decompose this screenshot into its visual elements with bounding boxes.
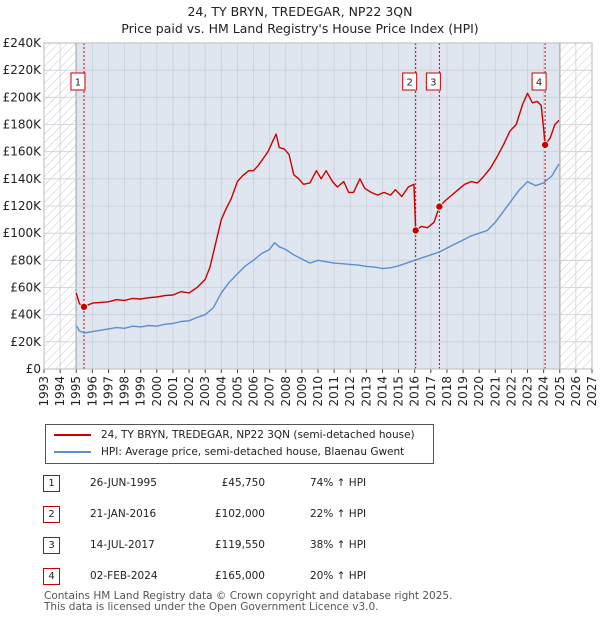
sale-price: £119,550 (214, 539, 265, 551)
sale-label-box (402, 72, 418, 91)
footer-copyright: Contains HM Land Registry data © Crown c… (44, 590, 453, 602)
footer-licence: This data is licensed under the Open Gov… (44, 601, 379, 613)
sale-label-number: 1 (75, 78, 81, 89)
x-tick-label: 2004 (214, 376, 228, 407)
sale-date: 14-JUL-2017 (90, 539, 155, 551)
x-tick-label: 2020 (472, 376, 486, 407)
sale-hpi-change: 74% ↑ HPI (310, 477, 367, 489)
sale-label-number: 4 (536, 78, 542, 89)
y-tick-label: £140K (3, 172, 43, 186)
x-tick-label: 2010 (311, 376, 325, 407)
legend-item-property: 24, TY BRYN, TREDEGAR, NP22 3QN (semi-de… (54, 427, 415, 443)
x-tick-label: 2007 (263, 376, 277, 407)
legend-label-property: 24, TY BRYN, TREDEGAR, NP22 3QN (semi-de… (101, 429, 415, 441)
x-tick-label: 1998 (118, 376, 132, 407)
hpi-series-line (75, 163, 560, 334)
sale-hpi-change: 20% ↑ HPI (310, 570, 367, 582)
x-tick-label: 2003 (198, 376, 212, 407)
y-tick-label: £80K (10, 253, 42, 267)
sale-number-badge: 4 (43, 568, 60, 585)
x-tick-label: 2017 (424, 376, 438, 407)
x-tick-label: 2019 (456, 376, 470, 407)
legend-item-hpi: HPI: Average price, semi-detached house,… (54, 444, 404, 460)
chart: £0 £20K £40K £60K £80K £100K £120K £140K £160K £1… (3, 36, 599, 407)
x-tick-label: 1994 (53, 376, 67, 407)
y-tick-label: £120K (3, 199, 43, 213)
chart-subtitle: Price paid vs. HM Land Registry's House … (121, 21, 479, 36)
x-tick-label: 2023 (521, 376, 535, 407)
sale-number-badge: 3 (43, 537, 60, 554)
x-tick-label: 2026 (569, 376, 583, 407)
x-tick-label: 2009 (295, 376, 309, 407)
sale-marker (435, 202, 444, 211)
sale-marker (411, 226, 420, 235)
x-tick-label: 2002 (182, 376, 196, 407)
x-tick-label: 1993 (37, 376, 51, 407)
x-tick-label: 2001 (166, 376, 180, 407)
sale-date: 26-JUN-1995 (90, 477, 157, 489)
x-tick-label: 2014 (375, 376, 389, 407)
sale-label-number: 2 (406, 78, 412, 89)
y-tick-label: £160K (3, 145, 43, 159)
property-series-line (75, 92, 560, 308)
sale-marker (79, 302, 88, 311)
legend-label-hpi: HPI: Average price, semi-detached house,… (101, 446, 405, 458)
x-tick-label: 2016 (408, 376, 422, 407)
x-tick-label: 2005 (230, 376, 244, 407)
sale-label-box (425, 72, 441, 91)
y-tick-label: £60K (10, 281, 42, 295)
x-tick-label: 2006 (247, 376, 261, 407)
sale-hpi-change: 22% ↑ HPI (310, 508, 367, 520)
y-tick-label: £100K (3, 226, 43, 240)
x-tick-label: 2008 (279, 376, 293, 407)
sale-marker (541, 140, 550, 149)
x-tick-label: 2012 (343, 376, 357, 407)
x-tick-label: 2021 (488, 376, 502, 407)
y-tick-label: £240K (3, 36, 43, 50)
x-tick-label: 2000 (150, 376, 164, 407)
sale-price: £102,000 (214, 508, 265, 520)
y-tick-label: £220K (3, 63, 43, 77)
x-tick-label: 1996 (85, 376, 99, 407)
sale-number-badge: 2 (43, 506, 60, 523)
x-tick-label: 1997 (101, 376, 115, 407)
y-tick-label: £20K (10, 335, 42, 349)
chart-title: 24, TY BRYN, TREDEGAR, NP22 3QN (187, 4, 413, 19)
x-tick-label: 2025 (553, 376, 567, 407)
legend: 24, TY BRYN, TREDEGAR, NP22 3QN (semi-de… (45, 424, 434, 464)
x-tick-label: 1995 (69, 376, 83, 407)
x-tick-label: 2013 (359, 376, 373, 407)
x-tick-label: 2011 (327, 376, 341, 407)
x-tick-label: 1999 (134, 376, 148, 407)
x-tick-label: 2015 (392, 376, 406, 407)
sale-hpi-change: 38% ↑ HPI (310, 539, 367, 551)
y-tick-label: £0 (26, 362, 41, 376)
sale-date: 21-JAN-2016 (90, 508, 157, 520)
plot-border (43, 42, 593, 370)
y-tick-label: £40K (10, 308, 42, 322)
y-tick-label: £180K (3, 118, 43, 132)
sale-price: £45,750 (221, 477, 265, 489)
legend-swatch-property (54, 434, 91, 436)
x-tick-label: 2018 (440, 376, 454, 407)
sale-date: 02-FEB-2024 (90, 570, 158, 582)
sale-label-box (531, 72, 547, 91)
sale-label-box (70, 72, 86, 91)
sale-label-number: 3 (430, 78, 436, 89)
sale-number-badge: 1 (43, 475, 60, 492)
x-tick-label: 2024 (537, 376, 551, 407)
legend-swatch-hpi (54, 451, 91, 453)
sale-price: £165,000 (214, 570, 265, 582)
x-tick-label: 2027 (585, 376, 599, 407)
y-tick-label: £200K (3, 90, 43, 104)
x-tick-label: 2022 (504, 376, 518, 407)
